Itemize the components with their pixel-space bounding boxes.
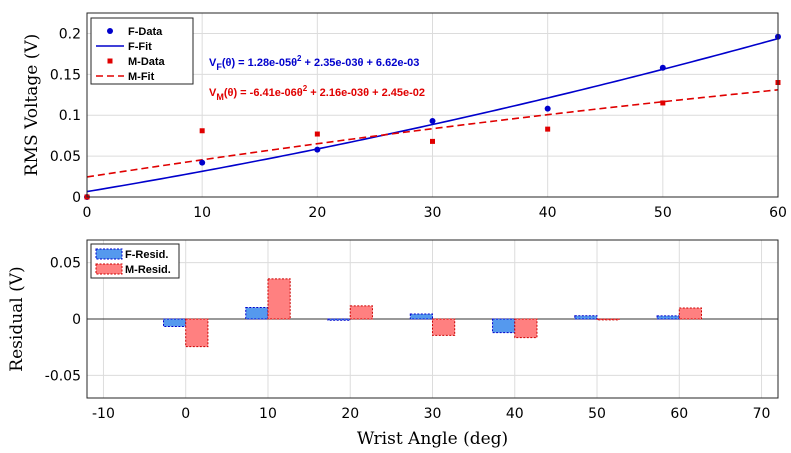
f-data-point bbox=[544, 105, 551, 112]
legend: F-Data F-Fit M-Data M-Fit bbox=[90, 17, 194, 85]
x-tick-label: -10 bbox=[92, 406, 115, 422]
x-tick-label: 60 bbox=[670, 406, 688, 422]
m-resid-bar bbox=[185, 318, 209, 348]
y-tick-label: 0.05 bbox=[50, 256, 81, 272]
plot-frame bbox=[86, 239, 779, 399]
x-tick-label: 20 bbox=[341, 406, 359, 422]
legend-swatch bbox=[95, 248, 123, 260]
legend: F-Resid. M-Resid. bbox=[90, 243, 180, 279]
bottom-chart: -10 0 10 20 30 40 50 60 70 -0.05 0 0.05 Residual (V)… bbox=[7, 239, 779, 449]
legend-label: F-Resid. bbox=[125, 249, 168, 261]
x-tick-label: 0 bbox=[83, 205, 92, 221]
f-data-point bbox=[429, 117, 436, 124]
x-tick-label: 10 bbox=[259, 406, 277, 422]
f-resid-bar bbox=[574, 315, 598, 320]
m-resid-bar bbox=[432, 318, 456, 336]
fit-equation: VM(θ) = -6.41e-06θ2 + 2.16e-03θ + 2.45e-… bbox=[209, 84, 425, 102]
legend-label: M-Fit bbox=[128, 71, 155, 83]
x-tick-label: 20 bbox=[308, 205, 326, 221]
legend-label: F-Fit bbox=[128, 41, 152, 53]
legend-marker-m-data bbox=[107, 58, 113, 64]
x-tick-label: 40 bbox=[539, 205, 557, 221]
fit-equation: VF(θ) = 1.28e-05θ2 + 2.35e-03θ + 6.62e-0… bbox=[209, 54, 419, 72]
m-resid-bar bbox=[349, 305, 373, 320]
x-tick-label: 30 bbox=[424, 406, 442, 422]
y-tick-label: 0 bbox=[72, 190, 81, 206]
y-tick-label: -0.05 bbox=[45, 368, 81, 384]
f-data-point bbox=[199, 159, 206, 166]
legend-swatch bbox=[95, 263, 123, 275]
y-tick-label: 0 bbox=[72, 312, 81, 328]
x-tick-label: 10 bbox=[193, 205, 211, 221]
x-tick-label: 0 bbox=[181, 406, 190, 422]
m-resid-bar bbox=[514, 318, 538, 339]
y-tick-label: 0.1 bbox=[59, 108, 81, 124]
f-data-point bbox=[314, 146, 321, 153]
x-tick-label: 30 bbox=[424, 205, 442, 221]
legend-label: F-Data bbox=[128, 26, 163, 38]
top-chart: 0 10 20 30 40 50 60 0 0.05 0.1 0.15 0.2 RMS Voltage … bbox=[22, 12, 787, 221]
f-resid-bar bbox=[656, 315, 680, 320]
f-resid-bar bbox=[245, 306, 269, 320]
f-resid-bar bbox=[409, 313, 433, 320]
y-tick-label: 0.05 bbox=[50, 149, 81, 165]
m-resid-bar bbox=[596, 318, 620, 321]
m-data-point bbox=[199, 128, 205, 134]
m-data-point bbox=[660, 100, 666, 106]
y-axis-label: RMS Voltage (V) bbox=[22, 34, 42, 177]
legend-marker-f-data bbox=[107, 28, 113, 34]
plot-frame bbox=[86, 12, 779, 198]
m-data-point bbox=[314, 131, 320, 137]
f-data-point bbox=[659, 64, 666, 71]
x-tick-label: 60 bbox=[769, 205, 787, 221]
m-data-point bbox=[545, 126, 551, 132]
y-tick-label: 0.15 bbox=[50, 67, 81, 83]
m-resid-bar bbox=[678, 307, 702, 320]
x-tick-label: 70 bbox=[753, 406, 771, 422]
f-resid-bar bbox=[327, 318, 351, 321]
y-axis-label: Residual (V) bbox=[7, 266, 27, 371]
m-data-point bbox=[430, 138, 435, 144]
x-axis-label: Wrist Angle (deg) bbox=[357, 429, 508, 449]
x-tick-label: 40 bbox=[506, 406, 524, 422]
f-resid-bar bbox=[492, 318, 516, 334]
f-resid-bar bbox=[163, 318, 187, 327]
x-tick-label: 50 bbox=[654, 205, 672, 221]
m-resid-bar bbox=[267, 278, 291, 320]
y-tick-label: 0.2 bbox=[59, 26, 81, 42]
legend-label: M-Resid. bbox=[125, 264, 171, 276]
x-tick-label: 50 bbox=[588, 406, 606, 422]
legend-label: M-Data bbox=[128, 56, 166, 68]
